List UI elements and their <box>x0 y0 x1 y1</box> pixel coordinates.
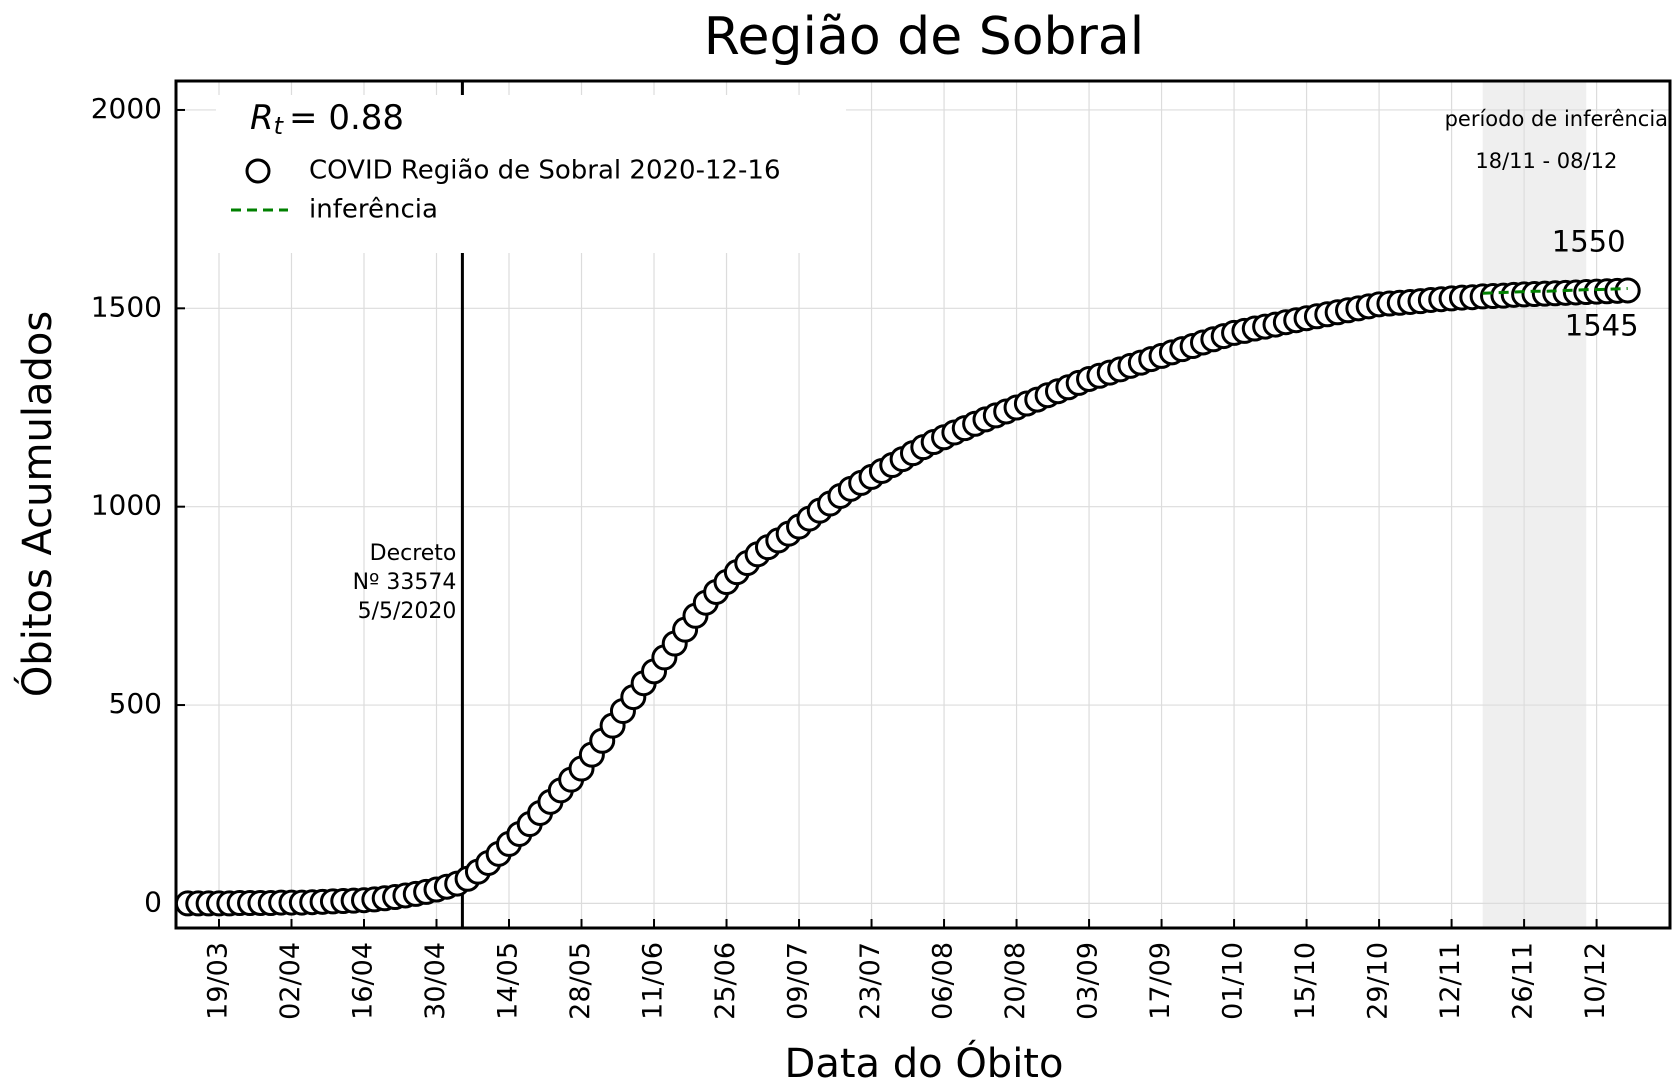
x-tick-label: 30/04 <box>420 942 451 1020</box>
x-tick-label: 12/11 <box>1435 942 1466 1020</box>
legend-box <box>216 95 846 253</box>
x-tick-label: 15/10 <box>1290 942 1321 1020</box>
rt-subscript: t <box>274 112 285 140</box>
x-tick-label: 20/08 <box>1000 942 1031 1020</box>
rt-value: = 0.88 <box>289 98 404 138</box>
inference-line <box>1482 286 1628 295</box>
legend-title: Rt = 0.88 <box>250 98 404 141</box>
x-tick-label: 28/05 <box>565 942 596 1020</box>
chart-title: Região de Sobral <box>704 7 1145 67</box>
y-tick-label: 1500 <box>91 290 162 323</box>
x-tick-label: 03/09 <box>1073 942 1104 1020</box>
legend: Rt = 0.88 COVID Região de Sobral 2020-12-1… <box>216 95 846 253</box>
legend-label: COVID Região de Sobral 2020-12-16 <box>309 156 781 186</box>
y-axis-label: Óbitos Acumulados <box>13 311 61 697</box>
x-tick-label: 17/09 <box>1145 942 1176 1020</box>
data-end-label: 1545 <box>1565 308 1639 342</box>
plot-frame <box>174 79 1672 930</box>
x-tick-label: 29/10 <box>1363 942 1394 1020</box>
rt-symbol: R <box>250 98 274 138</box>
period-label: período de inferência <box>1445 107 1668 131</box>
x-tick-label: 14/05 <box>493 942 524 1020</box>
x-tick-label: 06/08 <box>928 942 959 1020</box>
y-tick-label: 2000 <box>91 92 162 125</box>
x-tick-label: 02/04 <box>275 942 306 1020</box>
x-tick-label: 10/12 <box>1580 942 1611 1020</box>
x-tick-label: 09/07 <box>783 942 814 1020</box>
x-tick-label: 26/11 <box>1508 942 1539 1020</box>
legend-marker <box>245 158 271 184</box>
data-point <box>1614 277 1641 304</box>
inference-period <box>1482 81 1587 928</box>
decree-label: 5/5/2020 <box>358 599 457 624</box>
legend-label: inferência <box>309 195 438 225</box>
x-tick-label: 11/06 <box>638 942 669 1020</box>
x-tick-label: 19/03 <box>202 942 233 1020</box>
x-axis-label: Data do Óbito <box>785 1039 1064 1087</box>
x-tick-label: 01/10 <box>1218 942 1249 1020</box>
decree-label: Decreto <box>370 541 457 566</box>
inference-end-label: 1550 <box>1552 224 1626 258</box>
period-range: 18/11 - 08/12 <box>1475 149 1617 173</box>
x-tick-label: 16/04 <box>347 942 378 1020</box>
x-tick-label: 25/06 <box>710 942 741 1020</box>
y-tick-label: 1000 <box>91 489 162 522</box>
x-tick-label: 23/07 <box>855 942 886 1020</box>
decree-label: Nº 33574 <box>353 570 457 595</box>
y-tick-label: 500 <box>109 687 162 720</box>
y-tick-label: 0 <box>144 885 162 918</box>
